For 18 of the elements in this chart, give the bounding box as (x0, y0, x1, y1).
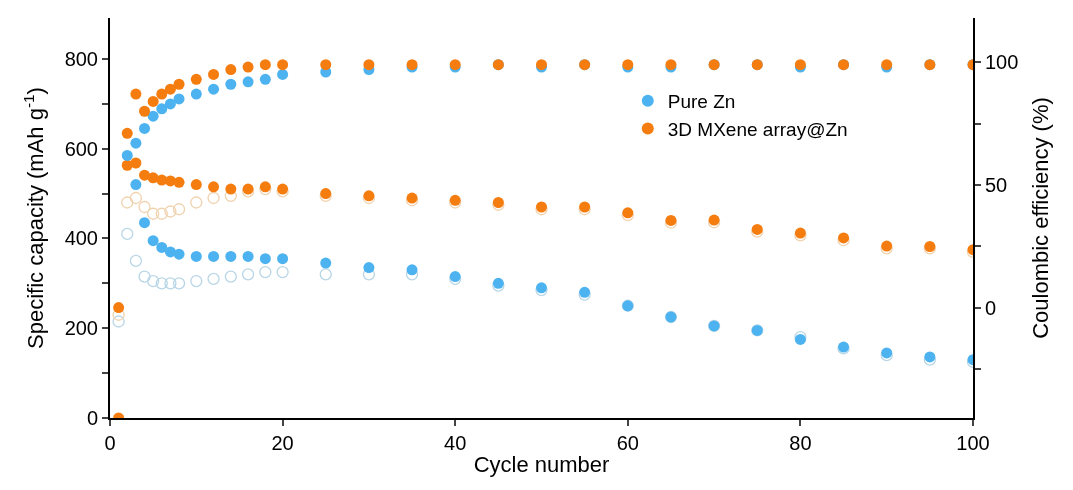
x-tick-label: 40 (444, 432, 467, 454)
x-tick-label: 0 (104, 432, 116, 454)
x-tick-label: 80 (789, 432, 812, 454)
x-axis-title: Cycle number (473, 452, 610, 478)
x-tick-label: 20 (271, 432, 294, 454)
y-tick-label: 600 (64, 137, 98, 160)
y-tick-label: 0 (86, 407, 98, 429)
y-tick-label: 800 (64, 47, 98, 70)
x-tick-label: 100 (956, 432, 990, 454)
legend-label: 3D MXene array@Zn (667, 118, 848, 140)
y2-tick-label: 100 (985, 51, 1019, 74)
y-tick-label: 200 (64, 317, 98, 340)
y2-tick-label: 0 (985, 296, 997, 319)
legend-label: Pure Zn (667, 91, 736, 113)
y2-tick-label: 50 (985, 173, 1008, 196)
x-tick-label: 60 (616, 432, 639, 454)
y2-axis-title: Coulombic efficiency (%) (1027, 97, 1053, 339)
y-tick-label: 400 (64, 227, 98, 250)
